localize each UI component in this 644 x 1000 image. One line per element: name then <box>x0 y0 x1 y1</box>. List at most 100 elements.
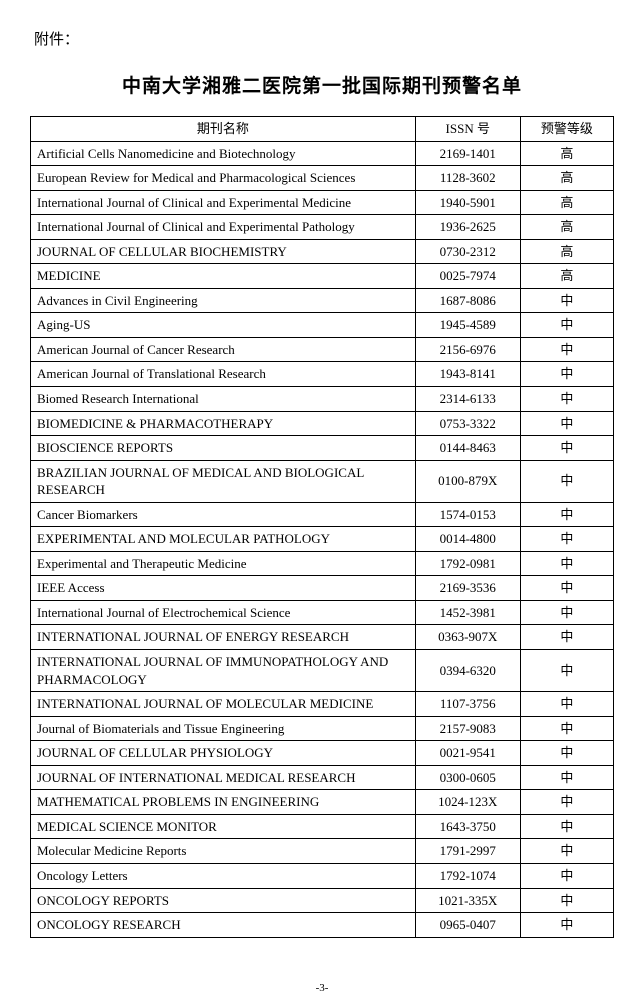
cell-level: 高 <box>520 166 613 191</box>
table-row: Journal of Biomaterials and Tissue Engin… <box>31 716 614 741</box>
table-row: ONCOLOGY REPORTS1021-335X中 <box>31 888 614 913</box>
cell-issn: 0144-8463 <box>415 436 520 461</box>
cell-issn: 1128-3602 <box>415 166 520 191</box>
cell-issn: 0300-0605 <box>415 765 520 790</box>
page-title: 中南大学湘雅二医院第一批国际期刊预警名单 <box>30 71 614 98</box>
cell-level: 高 <box>520 190 613 215</box>
cell-level: 中 <box>520 337 613 362</box>
table-row: INTERNATIONAL JOURNAL OF MOLECULAR MEDIC… <box>31 692 614 717</box>
cell-level: 中 <box>520 436 613 461</box>
cell-journal-name: European Review for Medical and Pharmaco… <box>31 166 416 191</box>
cell-level: 中 <box>520 387 613 412</box>
cell-level: 中 <box>520 863 613 888</box>
table-row: American Journal of Translational Resear… <box>31 362 614 387</box>
table-row: Artificial Cells Nanomedicine and Biotec… <box>31 141 614 166</box>
table-row: Biomed Research International2314-6133中 <box>31 387 614 412</box>
table-row: INTERNATIONAL JOURNAL OF IMMUNOPATHOLOGY… <box>31 650 614 692</box>
journal-table: 期刊名称 ISSN 号 预警等级 Artificial Cells Nanome… <box>30 116 614 938</box>
cell-journal-name: Molecular Medicine Reports <box>31 839 416 864</box>
cell-level: 中 <box>520 527 613 552</box>
cell-level: 中 <box>520 502 613 527</box>
cell-journal-name: BIOSCIENCE REPORTS <box>31 436 416 461</box>
cell-level: 高 <box>520 141 613 166</box>
cell-journal-name: MEDICINE <box>31 264 416 289</box>
table-row: European Review for Medical and Pharmaco… <box>31 166 614 191</box>
cell-journal-name: JOURNAL OF INTERNATIONAL MEDICAL RESEARC… <box>31 765 416 790</box>
cell-issn: 0025-7974 <box>415 264 520 289</box>
cell-issn: 1792-0981 <box>415 551 520 576</box>
cell-level: 中 <box>520 411 613 436</box>
cell-journal-name: Experimental and Therapeutic Medicine <box>31 551 416 576</box>
table-header-row: 期刊名称 ISSN 号 预警等级 <box>31 117 614 142</box>
cell-level: 中 <box>520 692 613 717</box>
cell-level: 中 <box>520 814 613 839</box>
cell-issn: 1107-3756 <box>415 692 520 717</box>
table-row: MEDICINE0025-7974高 <box>31 264 614 289</box>
cell-journal-name: JOURNAL OF CELLULAR BIOCHEMISTRY <box>31 239 416 264</box>
table-row: Aging-US1945-4589中 <box>31 313 614 338</box>
cell-issn: 0965-0407 <box>415 913 520 938</box>
cell-level: 中 <box>520 839 613 864</box>
cell-issn: 1936-2625 <box>415 215 520 240</box>
col-header-issn: ISSN 号 <box>415 117 520 142</box>
table-row: International Journal of Electrochemical… <box>31 600 614 625</box>
cell-journal-name: EXPERIMENTAL AND MOLECULAR PATHOLOGY <box>31 527 416 552</box>
cell-issn: 1687-8086 <box>415 288 520 313</box>
cell-journal-name: Biomed Research International <box>31 387 416 412</box>
cell-level: 高 <box>520 264 613 289</box>
table-row: International Journal of Clinical and Ex… <box>31 190 614 215</box>
table-row: BIOSCIENCE REPORTS0144-8463中 <box>31 436 614 461</box>
table-row: BRAZILIAN JOURNAL OF MEDICAL AND BIOLOGI… <box>31 460 614 502</box>
table-row: MATHEMATICAL PROBLEMS IN ENGINEERING1024… <box>31 790 614 815</box>
cell-issn: 0021-9541 <box>415 741 520 766</box>
table-row: International Journal of Clinical and Ex… <box>31 215 614 240</box>
table-row: Experimental and Therapeutic Medicine179… <box>31 551 614 576</box>
table-row: BIOMEDICINE & PHARMACOTHERAPY0753-3322中 <box>31 411 614 436</box>
cell-issn: 0014-4800 <box>415 527 520 552</box>
cell-journal-name: MEDICAL SCIENCE MONITOR <box>31 814 416 839</box>
cell-issn: 0100-879X <box>415 460 520 502</box>
cell-journal-name: International Journal of Electrochemical… <box>31 600 416 625</box>
cell-journal-name: Artificial Cells Nanomedicine and Biotec… <box>31 141 416 166</box>
cell-journal-name: International Journal of Clinical and Ex… <box>31 215 416 240</box>
cell-journal-name: INTERNATIONAL JOURNAL OF ENERGY RESEARCH <box>31 625 416 650</box>
cell-journal-name: Aging-US <box>31 313 416 338</box>
cell-issn: 1021-335X <box>415 888 520 913</box>
cell-level: 高 <box>520 215 613 240</box>
cell-issn: 2169-1401 <box>415 141 520 166</box>
cell-level: 中 <box>520 551 613 576</box>
cell-issn: 0753-3322 <box>415 411 520 436</box>
cell-journal-name: INTERNATIONAL JOURNAL OF MOLECULAR MEDIC… <box>31 692 416 717</box>
table-row: ONCOLOGY RESEARCH0965-0407中 <box>31 913 614 938</box>
cell-issn: 0730-2312 <box>415 239 520 264</box>
cell-issn: 1943-8141 <box>415 362 520 387</box>
cell-level: 中 <box>520 625 613 650</box>
cell-level: 高 <box>520 239 613 264</box>
table-body: Artificial Cells Nanomedicine and Biotec… <box>31 141 614 937</box>
cell-issn: 2169-3536 <box>415 576 520 601</box>
table-row: EXPERIMENTAL AND MOLECULAR PATHOLOGY0014… <box>31 527 614 552</box>
cell-journal-name: IEEE Access <box>31 576 416 601</box>
cell-issn: 1945-4589 <box>415 313 520 338</box>
cell-journal-name: Cancer Biomarkers <box>31 502 416 527</box>
cell-journal-name: Journal of Biomaterials and Tissue Engin… <box>31 716 416 741</box>
cell-level: 中 <box>520 790 613 815</box>
cell-issn: 1452-3981 <box>415 600 520 625</box>
cell-level: 中 <box>520 600 613 625</box>
table-row: JOURNAL OF INTERNATIONAL MEDICAL RESEARC… <box>31 765 614 790</box>
cell-level: 中 <box>520 741 613 766</box>
cell-level: 中 <box>520 313 613 338</box>
table-row: MEDICAL SCIENCE MONITOR1643-3750中 <box>31 814 614 839</box>
col-header-name: 期刊名称 <box>31 117 416 142</box>
cell-issn: 2156-6976 <box>415 337 520 362</box>
cell-issn: 0363-907X <box>415 625 520 650</box>
cell-journal-name: JOURNAL OF CELLULAR PHYSIOLOGY <box>31 741 416 766</box>
table-row: American Journal of Cancer Research2156-… <box>31 337 614 362</box>
cell-journal-name: Advances in Civil Engineering <box>31 288 416 313</box>
cell-issn: 1792-1074 <box>415 863 520 888</box>
cell-level: 中 <box>520 650 613 692</box>
cell-journal-name: International Journal of Clinical and Ex… <box>31 190 416 215</box>
cell-journal-name: BIOMEDICINE & PHARMACOTHERAPY <box>31 411 416 436</box>
cell-journal-name: INTERNATIONAL JOURNAL OF IMMUNOPATHOLOGY… <box>31 650 416 692</box>
table-row: Advances in Civil Engineering1687-8086中 <box>31 288 614 313</box>
